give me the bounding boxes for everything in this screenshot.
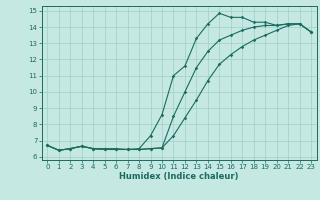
X-axis label: Humidex (Indice chaleur): Humidex (Indice chaleur) [119,172,239,181]
